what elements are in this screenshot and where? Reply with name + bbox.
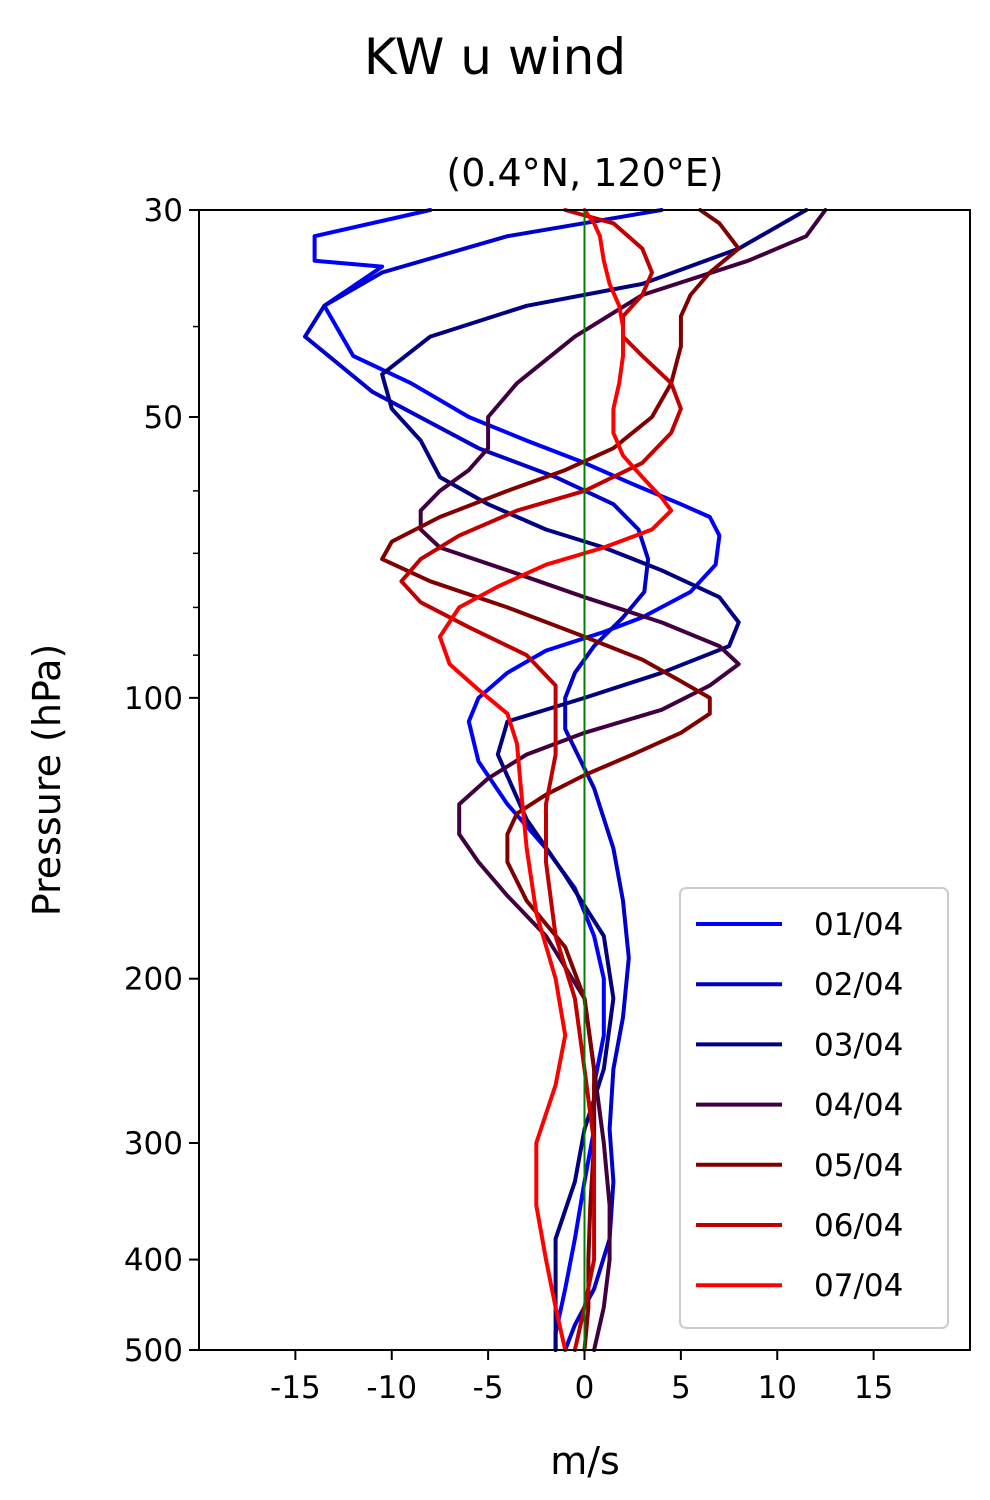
x-tick-label: 0 <box>575 1370 595 1406</box>
series-line-7 <box>437 208 674 1352</box>
y-tick-label: 50 <box>144 400 183 436</box>
y-tick-label: 500 <box>124 1333 183 1369</box>
x-tick-label: 15 <box>854 1370 893 1406</box>
x-tick-label: -15 <box>270 1370 321 1406</box>
y-axis-ticks: 30 50 100 200 300 400 500 <box>124 193 199 1369</box>
series-line-2 <box>303 208 664 1352</box>
legend-label: 01/04 <box>814 907 903 943</box>
x-tick-label: 5 <box>671 1370 691 1406</box>
y-tick-label: 400 <box>124 1243 183 1279</box>
legend-items: 01/04 02/04 03/04 04/04 05/04 06/04 07/04 <box>696 907 903 1304</box>
series-line-6 <box>399 208 683 1352</box>
chart-subtitle: (0.4°N, 120°E) <box>446 151 723 195</box>
x-axis-ticks: -15 -10 -5 0 5 10 15 <box>270 1350 893 1406</box>
y-axis-label: Pressure (hPa) <box>25 644 69 917</box>
legend-label: 03/04 <box>814 1027 903 1063</box>
legend-label: 04/04 <box>814 1088 903 1124</box>
legend: 01/04 02/04 03/04 04/04 05/04 06/04 07/04 <box>679 887 949 1329</box>
legend-label: 07/04 <box>814 1268 903 1304</box>
y-tick-label: 100 <box>124 681 183 717</box>
legend-label: 05/04 <box>814 1148 903 1184</box>
x-tick-label: -5 <box>473 1370 504 1406</box>
series-lines <box>303 208 828 1352</box>
legend-label: 02/04 <box>814 967 903 1003</box>
chart-title: KW u wind <box>364 28 626 86</box>
y-tick-label: 200 <box>124 962 183 998</box>
x-axis-label: m/s <box>550 1439 620 1483</box>
y-tick-label: 30 <box>144 193 183 229</box>
series-line-5 <box>380 208 741 1352</box>
legend-box <box>679 887 949 1329</box>
x-tick-label: -10 <box>366 1370 417 1406</box>
legend-label: 06/04 <box>814 1208 903 1244</box>
x-tick-label: 10 <box>758 1370 797 1406</box>
y-tick-label: 300 <box>124 1126 183 1162</box>
